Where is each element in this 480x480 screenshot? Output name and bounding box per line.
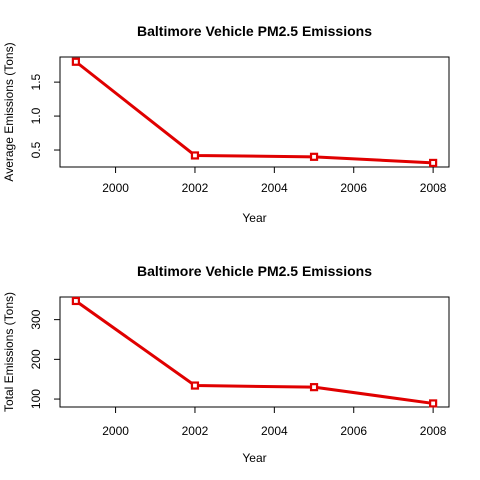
- y-axis-label: Total Emissions (Tons): [2, 292, 16, 412]
- x-tick-label: 2006: [340, 181, 367, 195]
- x-tick-label: 2002: [182, 181, 209, 195]
- plot-frame: [59, 296, 450, 408]
- y-tick-label: 200: [29, 349, 43, 369]
- y-axis-label: Average Emissions (Tons): [2, 42, 16, 181]
- y-tick-label: 300: [29, 309, 43, 329]
- data-point: [429, 399, 438, 408]
- y-tick-label: 0.5: [29, 141, 43, 158]
- chart-title: Baltimore Vehicle PM2.5 Emissions: [137, 263, 372, 279]
- x-tick-label: 2004: [261, 424, 288, 438]
- x-tick-label: 2002: [182, 424, 209, 438]
- series-line: [75, 299, 434, 405]
- chart-panel-1: Baltimore Vehicle PM2.5 Emissions 2000 200…: [2, 23, 450, 225]
- data-point: [309, 152, 319, 161]
- x-tick-label: 2000: [102, 181, 129, 195]
- series-line: [74, 60, 434, 165]
- data-point: [190, 151, 200, 160]
- data-point: [71, 57, 80, 66]
- y-tick-label: 1.0: [29, 107, 43, 124]
- x-tick-label: 2006: [340, 424, 367, 438]
- x-tick-label: 2004: [261, 181, 288, 195]
- x-tick-label: 2000: [102, 424, 129, 438]
- y-tick-label: 1.5: [29, 73, 43, 90]
- data-point: [309, 383, 319, 392]
- x-axis-label: Year: [242, 211, 266, 225]
- y-tick-label: 100: [29, 389, 43, 409]
- chart-title: Baltimore Vehicle PM2.5 Emissions: [137, 23, 372, 39]
- x-tick-label: 2008: [420, 424, 447, 438]
- plot-frame: [59, 56, 450, 168]
- data-point: [429, 158, 438, 168]
- x-tick-label: 2008: [420, 181, 447, 195]
- data-point: [71, 296, 80, 306]
- x-axis-label: Year: [242, 451, 266, 465]
- chart-panel-2: Baltimore Vehicle PM2.5 Emissions 2000 200…: [2, 263, 450, 465]
- data-point: [190, 381, 200, 390]
